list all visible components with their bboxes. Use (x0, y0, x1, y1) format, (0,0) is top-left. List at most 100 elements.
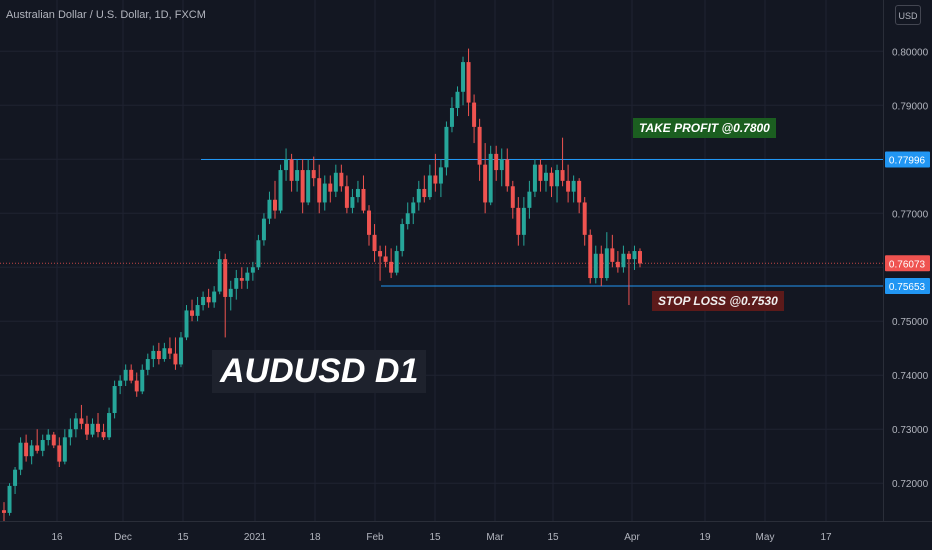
candle-body (455, 91, 460, 108)
candle-body (212, 291, 217, 303)
y-tick-label: 0.79000 (892, 101, 929, 112)
candle-body (273, 199, 277, 211)
candle-body (532, 164, 537, 192)
time-axis[interactable] (0, 521, 932, 550)
candle-body (626, 253, 631, 260)
candle-body (582, 202, 587, 235)
candle-body (521, 207, 526, 235)
x-tick-label: 19 (699, 532, 711, 543)
candle-body (411, 202, 416, 214)
y-tick-label: 0.73000 (892, 425, 929, 436)
take-profit-label: TAKE PROFIT @0.7800 (633, 118, 776, 138)
candle-body (178, 337, 183, 365)
candle-body (566, 180, 571, 192)
candle-body (322, 183, 327, 203)
candle-body (239, 278, 244, 281)
candle-body (621, 253, 626, 268)
candle-body (555, 170, 560, 187)
candle-body (449, 107, 454, 127)
candle-body (223, 259, 228, 297)
candle-body (140, 369, 145, 392)
candle-body (2, 510, 6, 513)
candle-body (101, 431, 106, 438)
candle-body (433, 175, 438, 184)
candle-body (461, 62, 466, 92)
candle-body (289, 159, 294, 181)
candle-body (427, 175, 432, 198)
candle-body (350, 197, 355, 208)
candle-body (405, 213, 410, 225)
candle-body (35, 445, 40, 451)
candle-body (416, 188, 421, 203)
candle-body (543, 172, 548, 181)
candle-body (256, 240, 261, 268)
candle-body (217, 259, 222, 292)
candle-body (593, 253, 598, 279)
candle-body (162, 348, 167, 360)
candle-body (173, 353, 178, 365)
candle-body (267, 199, 272, 219)
candle-body (57, 445, 62, 462)
candle-body (46, 434, 51, 441)
y-tick-label: 0.72000 (892, 479, 929, 490)
x-tick-label: 17 (820, 532, 832, 543)
candle-body (488, 153, 493, 203)
x-tick-label: Mar (486, 532, 504, 543)
candle-body (306, 170, 311, 203)
last-price-badge-bg (885, 255, 930, 272)
price-axis[interactable] (883, 0, 932, 521)
candle-body (190, 310, 195, 316)
candle-body (62, 437, 67, 462)
candle-body (638, 251, 642, 264)
candle-body (477, 126, 482, 165)
take-profit-price-badge-bg (885, 151, 930, 168)
candle-body (118, 380, 123, 387)
currency-button[interactable]: USD (895, 5, 921, 25)
candle-body (13, 469, 18, 486)
candle-body (151, 350, 156, 360)
candle-body (112, 386, 117, 414)
stop-loss-price-badge: 0.75653 (889, 282, 926, 293)
candle-body (123, 369, 128, 381)
candle-body (510, 186, 515, 208)
x-tick-label: Dec (114, 532, 132, 543)
candle-body (167, 348, 172, 354)
candle-body (278, 170, 283, 211)
candle-body (68, 429, 73, 438)
candle-body (466, 62, 471, 103)
candle-body (422, 188, 427, 198)
candle-body (538, 164, 543, 181)
candle-body (571, 180, 576, 192)
chart-overlay-title: AUDUSD D1 (212, 350, 427, 393)
candle-body (107, 413, 112, 438)
candle-body (7, 485, 12, 513)
candle-body (372, 234, 377, 252)
candle-body (29, 445, 34, 457)
stop-loss-price-badge-bg (885, 277, 930, 294)
candle-body (599, 253, 604, 279)
candle-body (156, 350, 161, 360)
candle-body (245, 272, 250, 281)
x-tick-label: 15 (547, 532, 559, 543)
candle-body (250, 267, 255, 273)
candle-body (295, 170, 300, 181)
candle-body (328, 183, 333, 192)
symbol-title: Australian Dollar / U.S. Dollar, 1D, FXC… (6, 9, 206, 21)
candle-body (261, 218, 266, 241)
x-tick-label: 2021 (244, 532, 267, 543)
candle-body (527, 191, 532, 208)
y-tick-label: 0.80000 (892, 47, 929, 58)
candle-body (145, 359, 150, 370)
candle-body (438, 167, 443, 184)
candle-body (494, 153, 499, 171)
candle-body (378, 251, 383, 257)
x-tick-label: 15 (429, 532, 441, 543)
candle-body (604, 248, 609, 279)
candle-body (389, 261, 394, 273)
y-tick-label: 0.75000 (892, 317, 929, 328)
candle-body (234, 278, 239, 289)
candle-body (284, 159, 289, 171)
candle-body (18, 442, 23, 470)
